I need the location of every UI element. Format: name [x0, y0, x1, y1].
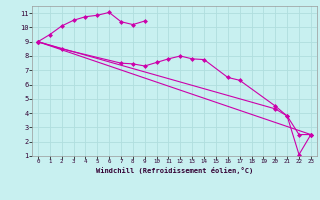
- X-axis label: Windchill (Refroidissement éolien,°C): Windchill (Refroidissement éolien,°C): [96, 167, 253, 174]
